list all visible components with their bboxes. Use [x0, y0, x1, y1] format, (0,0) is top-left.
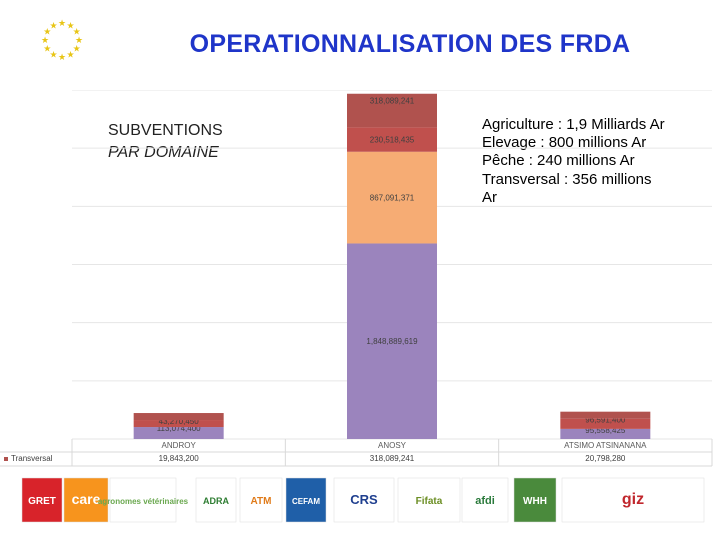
partner-logo: CEFAM	[285, 477, 327, 523]
summary-line: Elevage : 800 millions Ar	[482, 134, 647, 152]
data-label: 95,558,425	[585, 426, 626, 435]
svg-text:GRET: GRET	[28, 496, 56, 507]
data-label: 113,074,400	[157, 424, 201, 433]
data-label: 1,848,889,619	[366, 337, 418, 346]
bar-segment	[347, 93, 437, 128]
svg-text:CEFAM: CEFAM	[292, 497, 320, 506]
bar-segment	[133, 420, 224, 428]
svg-text:afdi: afdi	[475, 495, 495, 507]
star-icon: ★	[58, 18, 66, 28]
partner-logo: care	[63, 477, 109, 523]
category-label: ATSIMO ATSINANANA	[564, 441, 647, 450]
svg-text:ADRA: ADRA	[203, 496, 229, 506]
summary-line: Agriculture : 1,9 Milliards Ar	[482, 116, 665, 133]
partner-logo: ADRA	[195, 477, 237, 523]
summary-line: Pêche : 240 millions Ar	[482, 152, 635, 170]
partner-logo: agronomes vétérinaires	[98, 477, 189, 523]
data-label: 318,089,241	[370, 97, 415, 106]
partner-logo: giz	[561, 477, 705, 523]
star-icon: ★	[66, 50, 74, 60]
bar-segment	[347, 151, 437, 244]
table-cell: 318,089,241	[370, 454, 415, 463]
data-label: 43,270,450	[159, 417, 200, 426]
partner-logo: CRS	[333, 477, 395, 523]
svg-text:giz: giz	[622, 491, 644, 508]
table-cell: 19,843,200	[159, 454, 200, 463]
svg-text:CRS: CRS	[350, 492, 378, 507]
table-cell: 20,798,280	[585, 454, 626, 463]
partner-logo: ATM	[239, 477, 283, 523]
bar-segment	[347, 127, 437, 152]
star-icon: ★	[75, 35, 83, 45]
star-icon: ★	[49, 20, 57, 30]
star-icon: ★	[41, 35, 49, 45]
data-label: 96,591,400	[585, 416, 626, 425]
summary-line: Ar	[482, 188, 497, 206]
star-icon: ★	[73, 27, 81, 37]
page-title: OPERATIONNALISATION DES FRDA	[189, 30, 631, 58]
data-label: 230,518,435	[370, 136, 415, 145]
svg-text:care: care	[72, 491, 101, 507]
star-icon: ★	[66, 20, 74, 30]
svg-text:agronomes vétérinaires: agronomes vétérinaires	[98, 497, 189, 506]
star-icon: ★	[43, 44, 51, 54]
subtitle-line-1: SUBVENTIONS	[108, 122, 223, 139]
legend-label: Transversal	[11, 454, 53, 463]
star-icon: ★	[49, 50, 57, 60]
category-label: ANOSY	[378, 441, 407, 450]
partner-logo: afdi	[461, 477, 509, 523]
summary-line: Transversal : 356 millions	[482, 170, 652, 188]
bar-segment	[560, 418, 651, 429]
star-icon: ★	[58, 52, 66, 62]
partner-logo: WHH	[513, 477, 557, 523]
eu-flag-logo: ★ ★ ★ ★ ★ ★ ★ ★ ★ ★ ★ ★	[38, 16, 86, 64]
svg-text:WHH: WHH	[523, 496, 547, 507]
svg-text:Fifata: Fifata	[416, 496, 443, 507]
svg-text:ATM: ATM	[251, 496, 272, 507]
bar-segment	[560, 428, 651, 439]
data-label: 867,091,371	[370, 194, 415, 203]
legend-swatch	[4, 457, 8, 461]
bar-segment	[560, 411, 651, 419]
bar-segment	[347, 243, 437, 439]
bar-segment	[133, 427, 224, 439]
summary-text: Agriculture : 1,9 Milliards Ar Elevage :…	[482, 116, 714, 207]
star-icon: ★	[73, 44, 81, 54]
category-label: ANDROY	[162, 441, 197, 450]
partner-logo: Fifata	[397, 477, 461, 523]
star-icon: ★	[43, 27, 51, 37]
partner-logo: GRET	[21, 477, 63, 523]
bar-segment	[133, 413, 224, 421]
